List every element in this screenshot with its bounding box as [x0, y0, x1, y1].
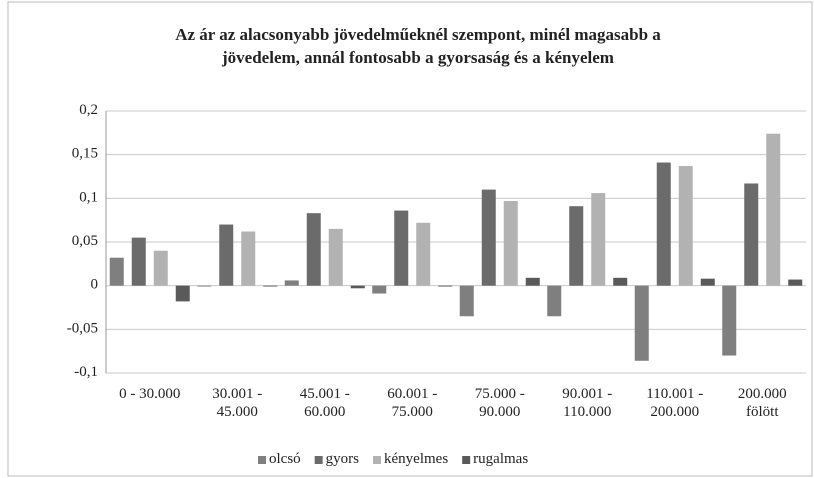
y-tick-label: 0,1: [79, 190, 98, 206]
bar: [328, 228, 343, 286]
legend-swatch: [373, 456, 382, 464]
bar: [547, 285, 562, 317]
legend-swatch: [462, 456, 471, 464]
x-tick-label: 200.000 fölött: [738, 386, 787, 420]
bar: [109, 257, 124, 286]
x-tick-label: 30.001 -45.000: [212, 386, 262, 420]
legend-label: rugalmas: [473, 451, 528, 467]
bar: [131, 237, 146, 286]
bar: [613, 277, 628, 286]
bar: [569, 206, 584, 286]
bar: [744, 183, 759, 286]
bar: [416, 222, 431, 286]
y-tick-label: 0,2: [79, 102, 98, 118]
bar: [766, 133, 781, 286]
bar: [306, 213, 321, 286]
bar: [153, 250, 168, 286]
bar: [263, 285, 278, 287]
y-tick-label: 0,15: [72, 146, 98, 162]
x-tick-label: 110.001 -200.000: [646, 386, 703, 420]
x-tick-label: 0 - 30.000: [119, 386, 180, 402]
bar: [503, 200, 518, 286]
y-tick-label: -0,1: [74, 364, 98, 380]
bar: [394, 210, 409, 286]
bar: [481, 189, 496, 286]
bar: [678, 166, 693, 286]
bar: [591, 193, 606, 286]
bar: [197, 285, 212, 287]
legend-label: olcsó: [269, 451, 301, 467]
bar: [284, 280, 299, 286]
x-tick-label: 60.001 -75.000: [387, 386, 437, 420]
bar: [525, 277, 540, 286]
bar: [634, 285, 649, 361]
chart-title: Az ár az alacsonyabb jövedelműeknél szem…: [175, 25, 661, 67]
bar: [700, 278, 715, 286]
bar: [350, 285, 365, 289]
bar: [241, 231, 256, 286]
bar: [175, 285, 190, 302]
legend-swatch: [258, 456, 266, 464]
x-tick-label: 75.000 -90.000: [475, 386, 525, 420]
bar: [788, 279, 803, 286]
bar: [459, 285, 474, 317]
bar: [722, 285, 737, 356]
y-tick-label: 0: [91, 277, 99, 293]
bar: [656, 162, 671, 286]
bar: [372, 285, 387, 294]
y-tick-label: 0,05: [72, 233, 98, 249]
chart-border: [7, 1, 813, 477]
y-tick-label: -0,05: [67, 321, 98, 337]
bar: [219, 224, 234, 286]
legend-label: kényelmes: [384, 451, 448, 467]
legend-swatch: [314, 456, 323, 464]
x-tick-label: 90.001 -110.000: [562, 386, 612, 420]
bar: [438, 285, 453, 287]
legend-label: gyors: [326, 451, 359, 467]
x-tick-label: 45.001 -60.000: [300, 386, 350, 420]
